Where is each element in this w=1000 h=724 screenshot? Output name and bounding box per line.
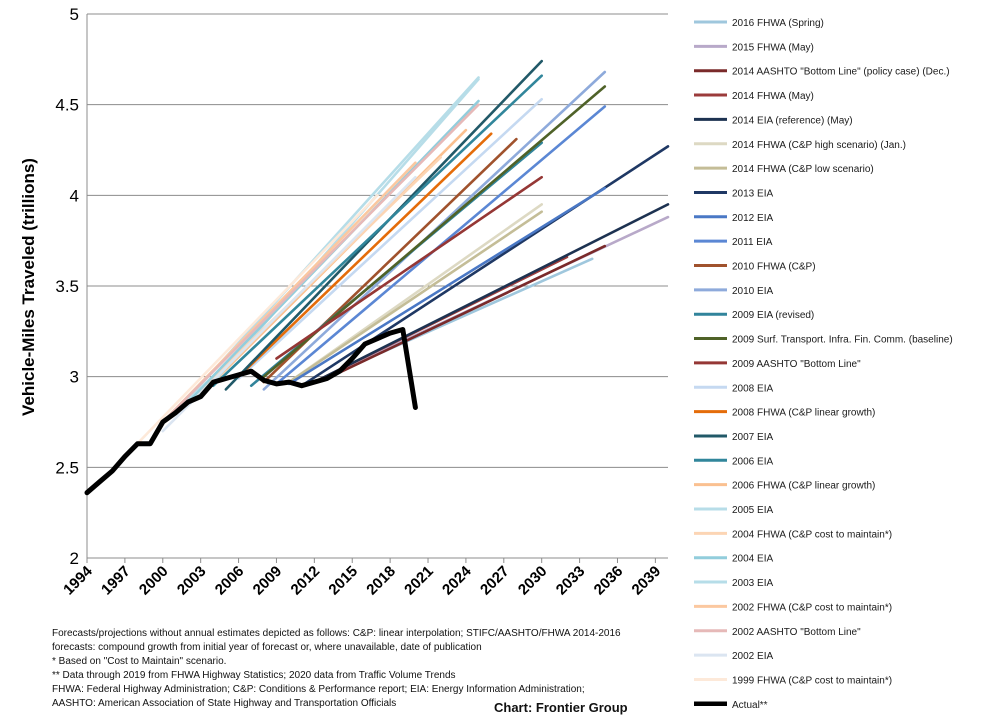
legend-label: 2014 EIA (reference) (May) xyxy=(732,115,853,126)
y-tick-label: 3 xyxy=(70,368,79,387)
series-line xyxy=(287,186,607,386)
series-line xyxy=(237,97,544,380)
series-line xyxy=(84,327,418,496)
legend: 2016 FHWA (Spring) 2015 FHWA (May) 2014 AA… xyxy=(694,18,953,711)
y-tick-label: 2.5 xyxy=(55,458,79,477)
legend-label: 2016 FHWA (Spring) xyxy=(732,18,824,29)
legend-label: 2002 EIA xyxy=(732,651,773,662)
legend-label: 2002 AASHTO "Bottom Line" xyxy=(732,627,861,638)
legend-label: 2010 FHWA (C&P) xyxy=(732,262,816,273)
legend-label: 2010 EIA xyxy=(732,286,773,297)
legend-label: 2012 EIA xyxy=(732,213,773,224)
y-tick-label: 2 xyxy=(70,549,79,568)
legend-label: 2014 FHWA (C&P high scenario) (Jan.) xyxy=(732,140,906,151)
legend-label: 2005 EIA xyxy=(732,505,773,516)
legend-label: 2008 EIA xyxy=(732,383,773,394)
series-line xyxy=(287,210,544,384)
series-line xyxy=(312,203,670,384)
legend-label: 2015 FHWA (May) xyxy=(732,42,814,53)
legend-label: 2014 FHWA (May) xyxy=(732,91,814,102)
y-tick-label: 3.5 xyxy=(55,277,79,296)
legend-label: 2007 EIA xyxy=(732,432,773,443)
series-line xyxy=(161,103,480,424)
series-layer xyxy=(84,59,670,496)
legend-label: 2011 EIA xyxy=(732,237,773,248)
legend-label: 2004 FHWA (C&P cost to maintain*) xyxy=(732,529,892,540)
legend-label: 2009 EIA (revised) xyxy=(732,310,814,321)
series-line xyxy=(237,132,493,379)
axes xyxy=(86,14,668,563)
legend-label: 2006 FHWA (C&P linear growth) xyxy=(732,481,875,492)
legend-label: 2014 FHWA (C&P low scenario) xyxy=(732,164,874,175)
legend-label: Actual** xyxy=(732,700,768,711)
y-tick-label: 4.5 xyxy=(55,96,79,115)
footnote-line: Forecasts/projections without annual est… xyxy=(52,628,621,639)
legend-label: 2002 FHWA (C&P cost to maintain*) xyxy=(732,602,892,613)
footnote-line: AASHTO: American Association of State Hi… xyxy=(52,698,396,709)
legend-label: 1999 FHWA (C&P cost to maintain*) xyxy=(732,675,892,686)
footnotes: Forecasts/projections without annual est… xyxy=(52,628,621,709)
legend-label: 2009 Surf. Transport. Infra. Fin. Comm. … xyxy=(732,335,953,346)
legend-label: 2013 EIA xyxy=(732,188,773,199)
footnote-line: * Based on "Cost to Maintain" scenario. xyxy=(52,656,226,667)
legend-label: 2006 EIA xyxy=(732,456,773,467)
y-axis-label: Vehicle-Miles Traveled (trillions) xyxy=(19,158,38,416)
legend-label: 2014 AASHTO "Bottom Line" (policy case) … xyxy=(732,67,950,78)
series-line xyxy=(212,74,544,388)
series-line xyxy=(325,244,607,380)
y-tick-labels: 2 2.5 3 3.5 4 4.5 5 xyxy=(55,5,79,568)
series-line xyxy=(123,194,379,458)
chart-credit: Chart: Frontier Group xyxy=(494,700,628,715)
legend-label: 2009 AASHTO "Bottom Line" xyxy=(732,359,861,370)
legend-label: 2004 EIA xyxy=(732,554,773,565)
y-tick-label: 4 xyxy=(70,186,79,205)
legend-label: 2008 FHWA (C&P linear growth) xyxy=(732,408,875,419)
footnote-line: FHWA: Federal Highway Administration; C&… xyxy=(52,684,585,695)
footnote-line: forecasts: compound growth from initial … xyxy=(52,642,482,653)
legend-label: 2003 EIA xyxy=(732,578,773,589)
series-line xyxy=(275,175,544,360)
y-tick-label: 5 xyxy=(70,5,79,24)
footnote-line: ** Data through 2019 from FHWA Highway S… xyxy=(52,670,456,681)
